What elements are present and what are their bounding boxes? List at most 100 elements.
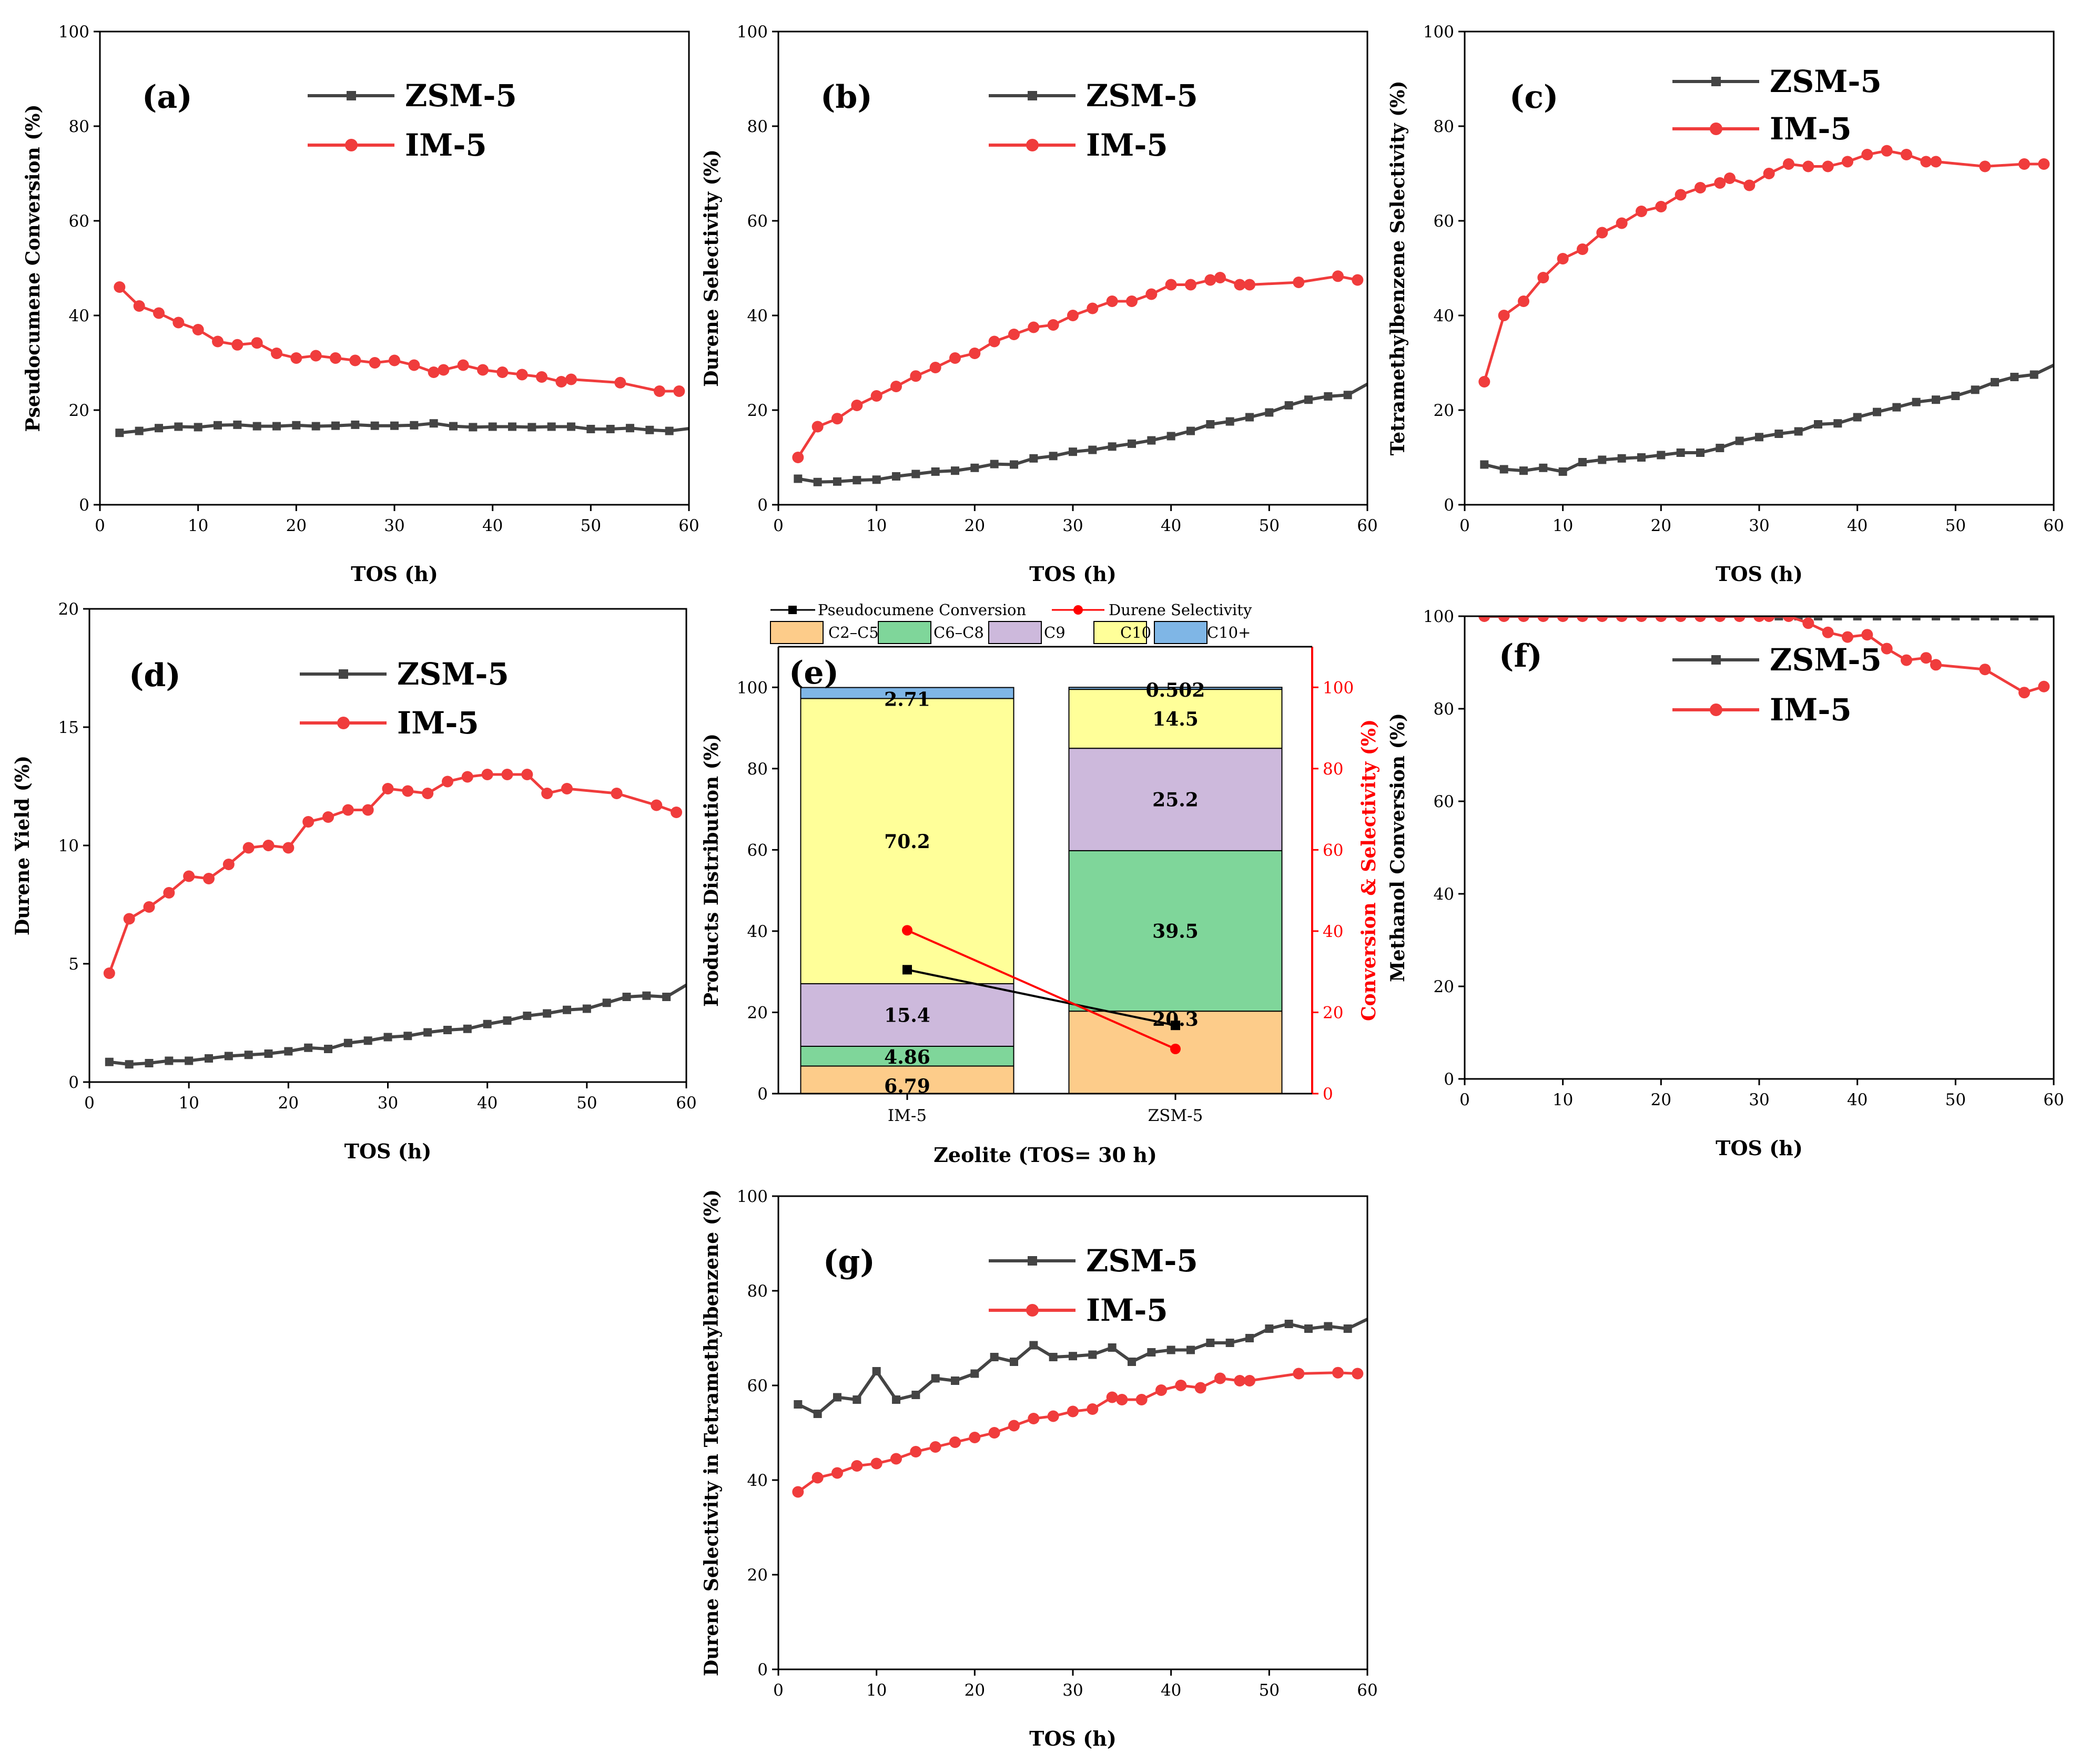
y-axis-title: Durene Yield (%) xyxy=(12,756,34,935)
data-point-im5 xyxy=(310,350,322,362)
data-point-zsm5 xyxy=(214,421,222,430)
data-point-im5 xyxy=(408,359,420,371)
legend-marker xyxy=(1710,123,1722,135)
data-point-zsm5 xyxy=(1343,391,1352,400)
data-point-zsm5 xyxy=(1166,432,1175,441)
data-point-im5 xyxy=(949,352,961,364)
x-tick-label: 50 xyxy=(1259,516,1280,535)
y-tick-label: 40 xyxy=(747,307,768,325)
data-point-im5 xyxy=(242,842,255,854)
data-point-im5 xyxy=(1901,654,1912,666)
data-point-zsm5 xyxy=(1265,1324,1274,1333)
data-point-im5 xyxy=(2038,680,2050,692)
plot-frame-f xyxy=(1464,615,2055,1080)
data-point-im5 xyxy=(1008,1420,1020,1432)
legend-label: ZSM-5 xyxy=(1086,78,1198,114)
data-point-im5 xyxy=(481,769,493,780)
legend-label: IM-5 xyxy=(405,127,487,163)
data-point-zsm5 xyxy=(1657,451,1666,460)
data-point-im5 xyxy=(1802,617,1814,629)
data-point-zsm5 xyxy=(970,1369,979,1378)
legend-label: ZSM-5 xyxy=(1086,1243,1198,1279)
data-point-zsm5 xyxy=(403,1032,412,1041)
data-point-zsm5 xyxy=(390,421,399,430)
x-tick-label: 30 xyxy=(384,516,404,535)
data-point-zsm5 xyxy=(892,472,900,481)
data-point-zsm5 xyxy=(1617,454,1626,463)
legend-label: ZSM-5 xyxy=(405,78,517,114)
panel-label: (a) xyxy=(142,79,192,116)
data-point-im5 xyxy=(1175,1380,1187,1391)
bar-segment-c6c8 xyxy=(800,1045,1014,1067)
x-tick-label: 50 xyxy=(581,516,601,535)
legend-marker xyxy=(1028,91,1037,100)
series-line-im-5 xyxy=(1483,149,2044,382)
data-point-zsm5 xyxy=(383,1033,392,1042)
data-point-zsm5 xyxy=(1814,616,1822,620)
data-point-im5 xyxy=(1332,1367,1344,1379)
data-point-im5 xyxy=(870,390,882,402)
data-point-im5 xyxy=(1842,156,1853,168)
panel-label: (e) xyxy=(789,655,839,691)
y-tick-label: 80 xyxy=(747,760,768,779)
data-point-zsm5 xyxy=(449,422,458,431)
y-tick-label: 60 xyxy=(747,1376,768,1395)
data-point-zsm5 xyxy=(1598,455,1607,464)
data-point-im5 xyxy=(611,788,623,799)
data-point-zsm5 xyxy=(1010,460,1018,469)
y-tick-label: 20 xyxy=(747,1003,768,1022)
data-point-im5 xyxy=(1537,272,1549,283)
line-point-selectivity xyxy=(1170,1044,1181,1054)
legend-marker-selectivity xyxy=(1073,605,1083,615)
data-point-im5 xyxy=(1185,279,1196,291)
data-point-im5 xyxy=(1234,279,1246,291)
data-point-zsm5 xyxy=(343,1038,352,1047)
legend-marker xyxy=(345,139,358,151)
legend-swatch xyxy=(1154,621,1208,644)
data-point-zsm5 xyxy=(1186,1345,1195,1354)
x-tick-label: 30 xyxy=(1062,1681,1083,1700)
data-point-im5 xyxy=(536,371,547,383)
y-tick-label: 15 xyxy=(58,718,79,737)
x-tick-label: 20 xyxy=(965,1681,985,1700)
data-point-im5 xyxy=(1332,270,1344,282)
data-point-zsm5 xyxy=(1774,430,1783,438)
data-point-zsm5 xyxy=(1010,1358,1018,1366)
data-point-im5 xyxy=(349,354,361,366)
data-point-zsm5 xyxy=(951,1376,959,1385)
data-point-zsm5 xyxy=(1676,448,1685,457)
data-point-zsm5 xyxy=(1755,433,1763,442)
data-point-zsm5 xyxy=(872,1367,881,1375)
y-axis-title: Methanol Conversion (%) xyxy=(1387,713,1409,982)
x-axis-title: TOS (h) xyxy=(1029,562,1117,586)
x-tick-label: 20 xyxy=(286,516,307,535)
x-tick-label: 30 xyxy=(378,1094,398,1113)
y-tick-label: 0 xyxy=(1444,496,1454,515)
data-point-zsm5 xyxy=(194,423,202,432)
data-point-im5 xyxy=(1616,616,1628,622)
data-point-zsm5 xyxy=(429,419,438,428)
data-point-zsm5 xyxy=(1324,1322,1333,1331)
x-tick-label: 50 xyxy=(1945,516,1966,535)
data-point-zsm5 xyxy=(264,1049,273,1058)
legend-label: IM-5 xyxy=(397,705,479,741)
data-point-im5 xyxy=(173,317,185,329)
data-point-im5 xyxy=(1087,302,1099,314)
data-point-im5 xyxy=(1930,156,1942,168)
data-point-im5 xyxy=(851,400,863,411)
legend-label-stack: C6–C8 xyxy=(934,624,984,641)
data-point-zsm5 xyxy=(1304,395,1313,404)
right-tick-label: 0 xyxy=(1323,1085,1333,1104)
data-point-zsm5 xyxy=(292,421,301,430)
x-tick-label: 10 xyxy=(1553,1090,1573,1109)
data-point-im5 xyxy=(988,335,1000,348)
data-point-im5 xyxy=(1518,616,1529,622)
data-point-zsm5 xyxy=(1324,392,1333,401)
series-zsm-5 xyxy=(105,983,686,1069)
data-point-zsm5 xyxy=(1499,465,1508,474)
y-tick-label: 5 xyxy=(68,955,79,974)
data-point-im5 xyxy=(1920,156,1932,168)
legend-label-stack: C2–C5 xyxy=(828,624,879,641)
y-tick-label: 60 xyxy=(747,841,768,860)
